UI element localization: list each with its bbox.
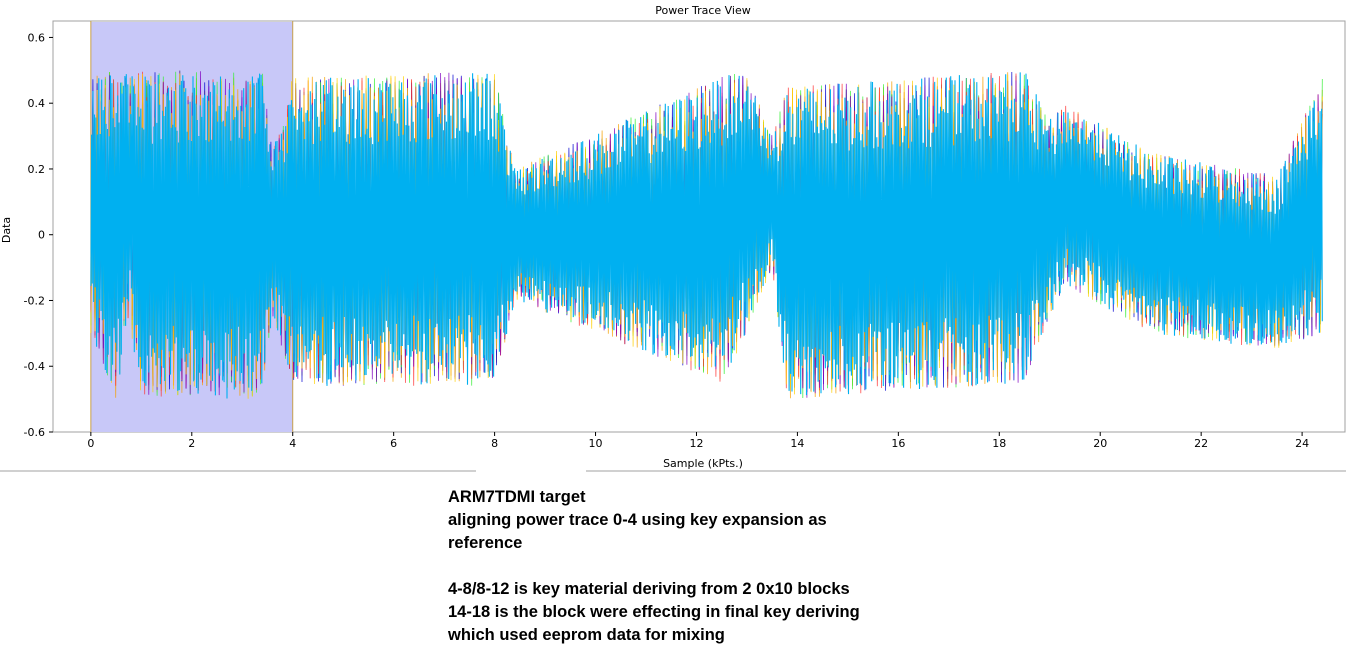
y-axis-title: Data (0, 217, 13, 243)
x-tick-label: 14 (790, 437, 804, 450)
x-tick-label: 20 (1093, 437, 1107, 450)
annotation-line: ARM7TDMI target (448, 488, 586, 506)
trace-series-7 (90, 72, 1323, 399)
y-tick-label: 0 (38, 229, 45, 242)
trace-lines (90, 70, 1323, 399)
x-tick-label: 8 (491, 437, 498, 450)
annotation-line: aligning power trace 0-4 using key expan… (448, 511, 827, 529)
annotation-line: reference (448, 534, 523, 552)
x-tick-label: 10 (589, 437, 603, 450)
y-tick-label: 0.6 (28, 31, 46, 44)
x-tick-label: 12 (689, 437, 703, 450)
annotation-line: which used eeprom data for mixing (448, 626, 725, 644)
y-tick-label: -0.6 (24, 426, 45, 439)
y-tick-label: -0.2 (24, 294, 45, 307)
annotation-line: 14-18 is the block were effecting in fin… (448, 603, 860, 621)
x-tick-label: 4 (289, 437, 296, 450)
x-tick-label: 24 (1295, 437, 1309, 450)
x-tick-label: 6 (390, 437, 397, 450)
y-tick-label: 0.2 (28, 163, 46, 176)
x-tick-label: 16 (891, 437, 905, 450)
x-tick-label: 22 (1194, 437, 1208, 450)
annotation-spacer (448, 555, 918, 578)
axes: 0 2 4 6 8 10 12 14 16 18 20 22 24-0.6-0.4-0.200.20.4… (24, 31, 1310, 450)
y-tick-label: 0.4 (28, 97, 46, 110)
x-tick-label: 2 (188, 437, 195, 450)
x-axis-title: Sample (kPts.) (663, 457, 743, 470)
y-tick-label: -0.4 (24, 360, 45, 373)
chart-title: Power Trace View (655, 4, 751, 17)
x-tick-label: 18 (992, 437, 1006, 450)
annotation-text: ARM7TDMI target aligning power trace 0-4… (448, 486, 918, 647)
x-tick-label: 0 (87, 437, 94, 450)
annotation-line: 4-8/8-12 is key material deriving from 2… (448, 580, 850, 598)
